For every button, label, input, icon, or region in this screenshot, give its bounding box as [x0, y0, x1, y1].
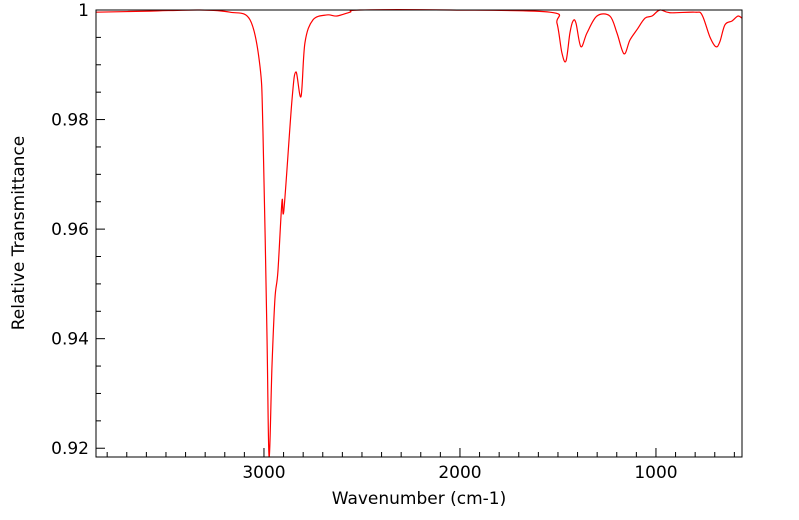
spectrum-line — [95, 9, 743, 458]
plot-frame — [95, 9, 743, 458]
y-axis-label: Relative Transmittance — [9, 136, 29, 331]
y-tick-label: 0.92 — [51, 439, 89, 459]
y-tick-label: 0.96 — [51, 220, 89, 240]
x-tick-label: 3000 — [242, 463, 285, 483]
x-tick-label: 1000 — [634, 463, 677, 483]
x-axis-label: Wavenumber (cm-1) — [332, 489, 507, 509]
y-tick-label: 1 — [78, 1, 89, 21]
x-tick-label: 2000 — [438, 463, 481, 483]
y-tick-labels: 0.92 0.94 0.96 0.98 1 — [51, 1, 89, 459]
axis-ticks — [96, 9, 735, 457]
y-tick-label: 0.98 — [51, 111, 89, 131]
y-tick-label: 0.94 — [51, 330, 89, 350]
x-tick-labels: 3000 2000 1000 — [242, 463, 677, 483]
